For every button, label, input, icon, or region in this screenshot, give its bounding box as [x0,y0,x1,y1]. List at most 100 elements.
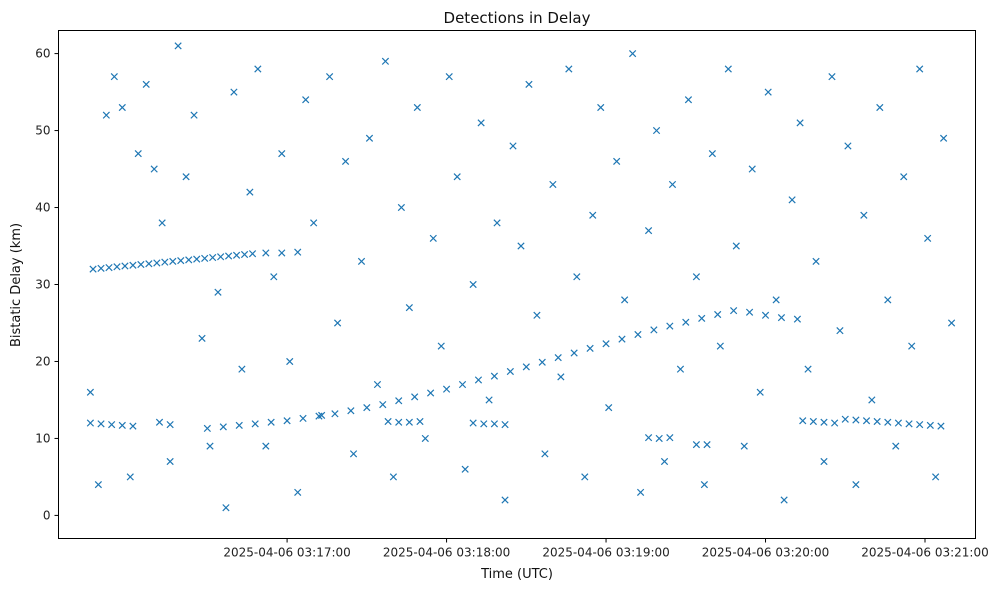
detection-point [203,424,211,433]
x-tick-label: 2025-04-06 03:18:00 [383,546,510,560]
detection-point [86,388,95,396]
detection-point [724,65,732,73]
detection-point [421,434,429,443]
detection-point [589,211,597,219]
detection-point [668,180,677,189]
detection-point [331,410,339,418]
detection-point [684,96,693,104]
detection-point [477,119,485,127]
detection-point [318,411,326,419]
detection-point [333,319,342,327]
detection-point [219,423,227,431]
detection-point [602,340,610,348]
detection-point [852,416,860,424]
detection-point [429,234,437,242]
detection-point [828,73,836,81]
detection-point [174,42,182,50]
detection-point [916,65,924,73]
detection-point [182,173,190,181]
detection-point [126,473,134,481]
detection-point [395,418,403,426]
detection-point [246,188,254,196]
detection-point [397,203,406,212]
detection-point [185,256,193,264]
detection-point [137,260,145,269]
detection-point [820,457,828,466]
detection-point [442,385,451,393]
x-axis: 2025-04-06 03:17:00 2025-04-06 03:18:00 20… [223,538,989,560]
x-tick-label: 2025-04-06 03:19:00 [542,546,669,560]
detection-point [501,496,509,504]
detection-point [294,488,302,496]
detection-point [110,73,118,81]
detection-point [240,250,249,259]
detection-point [222,504,230,512]
detection-point [745,308,754,316]
detection-point [908,342,916,350]
detection-point [605,404,613,412]
detection-point [86,419,95,427]
detection-point [310,219,318,227]
detection-point [469,280,477,289]
detection-point [597,103,605,112]
detection-point [554,353,562,362]
detection-point [278,150,286,158]
detection-point [565,65,573,73]
detection-point [764,88,772,96]
detection-point [676,365,685,373]
scatter-marks [86,42,956,512]
detection-point [251,420,259,428]
y-tick-label: 0 [43,508,51,522]
detection-point [102,111,110,119]
detection-point [230,88,238,96]
detection-point [405,418,413,426]
detection-point [493,219,501,227]
detection-point [644,434,653,442]
detection-point [118,103,126,112]
detection-point [557,373,565,381]
detection-point [262,442,270,450]
detection-point [373,380,382,389]
detection-point [161,258,169,266]
detection-point [214,288,222,296]
detection-point [841,415,849,423]
detection-point [716,342,724,350]
detection-point [217,253,225,261]
detection-point [384,417,392,426]
detection-point [235,421,243,429]
detection-point [692,440,701,449]
detection-point [644,226,653,235]
detection-point [831,419,839,427]
detection-point [703,440,711,449]
detection-point [905,420,913,428]
detection-point [682,318,690,326]
x-tick-label: 2025-04-06 03:17:00 [223,546,350,560]
detection-point [469,419,477,427]
detection-point [868,396,876,404]
detection-point [926,421,934,429]
detection-point [134,150,142,158]
detection-point [820,418,828,426]
detection-point [232,251,241,259]
detection-point [876,103,884,112]
detection-point [700,480,709,489]
detection-point [793,315,802,323]
detection-point [193,255,201,263]
y-tick-label: 20 [35,354,50,368]
detection-point [809,417,817,426]
detection-point [480,420,488,428]
detection-point [97,420,105,428]
detection-point [916,420,924,429]
detection-point [937,422,945,430]
detection-point [474,376,483,384]
detection-point [860,211,868,219]
detection-point [166,420,174,429]
detection-point [509,142,517,150]
detection-point [844,142,852,150]
detection-point [224,252,233,260]
detection-point [201,254,209,262]
detection-point [894,419,903,427]
y-tick-label: 30 [35,278,50,292]
detection-point [613,157,621,165]
